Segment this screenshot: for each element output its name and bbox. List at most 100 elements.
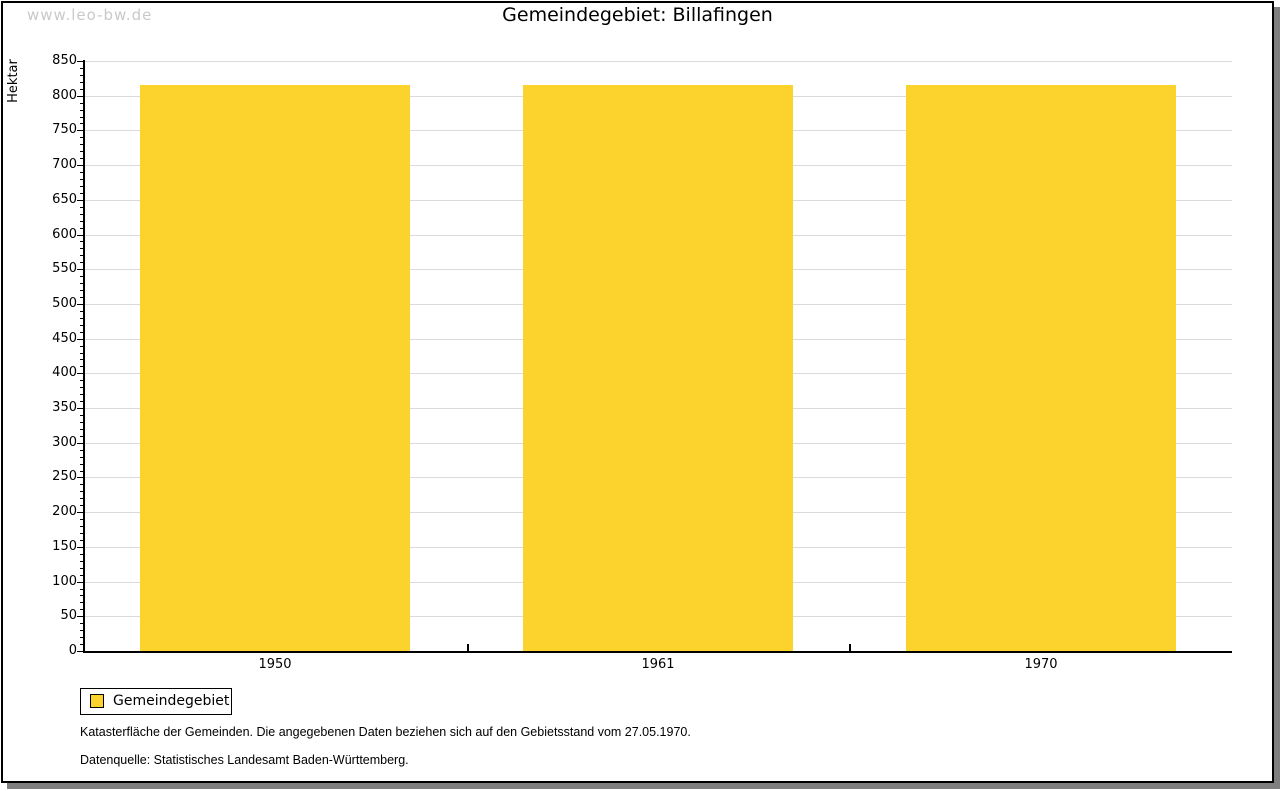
y-major-tick bbox=[77, 269, 83, 270]
chart-title: Gemeindegebiet: Billafingen bbox=[502, 4, 773, 26]
y-minor-tick bbox=[80, 103, 83, 104]
y-minor-tick bbox=[80, 561, 83, 562]
x-tick-label: 1961 bbox=[641, 657, 675, 672]
y-minor-tick bbox=[80, 637, 83, 638]
y-minor-tick bbox=[80, 179, 83, 180]
y-minor-tick bbox=[80, 602, 83, 603]
y-axis-title: Hektar bbox=[6, 59, 21, 103]
y-major-tick bbox=[77, 616, 83, 617]
y-tick-label: 600 bbox=[52, 227, 77, 242]
y-tick-label: 750 bbox=[52, 122, 77, 137]
x-category-separator-tick bbox=[849, 644, 851, 651]
y-tick-label: 350 bbox=[52, 400, 77, 415]
y-minor-tick bbox=[80, 491, 83, 492]
y-minor-tick bbox=[80, 429, 83, 430]
y-minor-tick bbox=[80, 609, 83, 610]
y-tick-label: 800 bbox=[52, 88, 77, 103]
watermark: www.leo-bw.de bbox=[27, 6, 153, 24]
y-tick-label: 100 bbox=[52, 574, 77, 589]
y-minor-tick bbox=[80, 484, 83, 485]
legend-label: Gemeindegebiet bbox=[113, 693, 230, 709]
y-minor-tick bbox=[80, 498, 83, 499]
y-major-tick bbox=[77, 373, 83, 374]
footnote-source-note: Katasterfläche der Gemeinden. Die angege… bbox=[80, 725, 691, 739]
y-minor-tick bbox=[80, 318, 83, 319]
bar-1950 bbox=[140, 85, 410, 651]
y-minor-tick bbox=[80, 450, 83, 451]
y-minor-tick bbox=[80, 75, 83, 76]
y-minor-tick bbox=[80, 290, 83, 291]
y-tick-label: 250 bbox=[52, 469, 77, 484]
y-minor-tick bbox=[80, 158, 83, 159]
y-minor-tick bbox=[80, 325, 83, 326]
y-minor-tick bbox=[80, 540, 83, 541]
y-minor-tick bbox=[80, 221, 83, 222]
y-tick-label: 200 bbox=[52, 504, 77, 519]
y-minor-tick bbox=[80, 366, 83, 367]
y-minor-tick bbox=[80, 68, 83, 69]
y-minor-tick bbox=[80, 276, 83, 277]
bar-1961 bbox=[523, 85, 793, 651]
y-axis-line bbox=[83, 60, 85, 652]
y-tick-label: 400 bbox=[52, 365, 77, 380]
x-axis-line bbox=[83, 651, 1232, 653]
y-minor-tick bbox=[80, 505, 83, 506]
y-minor-tick bbox=[80, 228, 83, 229]
y-major-tick bbox=[77, 477, 83, 478]
y-minor-tick bbox=[80, 241, 83, 242]
y-minor-tick bbox=[80, 595, 83, 596]
y-tick-label: 300 bbox=[52, 435, 77, 450]
y-minor-tick bbox=[80, 297, 83, 298]
y-minor-tick bbox=[80, 346, 83, 347]
y-minor-tick bbox=[80, 262, 83, 263]
y-minor-tick bbox=[80, 554, 83, 555]
y-major-tick bbox=[77, 96, 83, 97]
y-minor-tick bbox=[80, 311, 83, 312]
y-tick-label: 650 bbox=[52, 192, 77, 207]
y-minor-tick bbox=[80, 387, 83, 388]
y-minor-tick bbox=[80, 137, 83, 138]
y-minor-tick bbox=[80, 144, 83, 145]
y-minor-tick bbox=[80, 394, 83, 395]
x-tick-label: 1970 bbox=[1024, 657, 1058, 672]
y-tick-label: 150 bbox=[52, 539, 77, 554]
x-category-separator-tick bbox=[467, 644, 469, 651]
y-minor-tick bbox=[80, 436, 83, 437]
y-tick-label: 50 bbox=[60, 608, 77, 623]
y-tick-label: 700 bbox=[52, 157, 77, 172]
y-minor-tick bbox=[80, 457, 83, 458]
bar-1970 bbox=[906, 85, 1176, 651]
y-minor-tick bbox=[80, 151, 83, 152]
y-major-tick bbox=[77, 651, 83, 652]
footnote-data-source: Datenquelle: Statistisches Landesamt Bad… bbox=[80, 753, 409, 767]
y-minor-tick bbox=[80, 283, 83, 284]
y-minor-tick bbox=[80, 353, 83, 354]
y-minor-tick bbox=[80, 359, 83, 360]
y-major-tick bbox=[77, 130, 83, 131]
y-major-tick bbox=[77, 339, 83, 340]
y-major-tick bbox=[77, 443, 83, 444]
y-tick-label: 0 bbox=[68, 643, 77, 658]
y-minor-tick bbox=[80, 255, 83, 256]
y-major-tick bbox=[77, 235, 83, 236]
y-minor-tick bbox=[80, 186, 83, 187]
y-tick-label: 450 bbox=[52, 331, 77, 346]
y-minor-tick bbox=[80, 526, 83, 527]
y-minor-tick bbox=[80, 82, 83, 83]
y-minor-tick bbox=[80, 401, 83, 402]
y-minor-tick bbox=[80, 464, 83, 465]
y-tick-label: 500 bbox=[52, 296, 77, 311]
y-major-tick bbox=[77, 582, 83, 583]
y-minor-tick bbox=[80, 533, 83, 534]
y-minor-tick bbox=[80, 630, 83, 631]
y-major-tick bbox=[77, 304, 83, 305]
legend-box: Gemeindegebiet bbox=[80, 688, 232, 715]
y-tick-label: 850 bbox=[52, 53, 77, 68]
y-major-tick bbox=[77, 200, 83, 201]
y-major-tick bbox=[77, 547, 83, 548]
y-minor-tick bbox=[80, 172, 83, 173]
y-minor-tick bbox=[80, 575, 83, 576]
y-major-tick bbox=[77, 408, 83, 409]
y-minor-tick bbox=[80, 623, 83, 624]
